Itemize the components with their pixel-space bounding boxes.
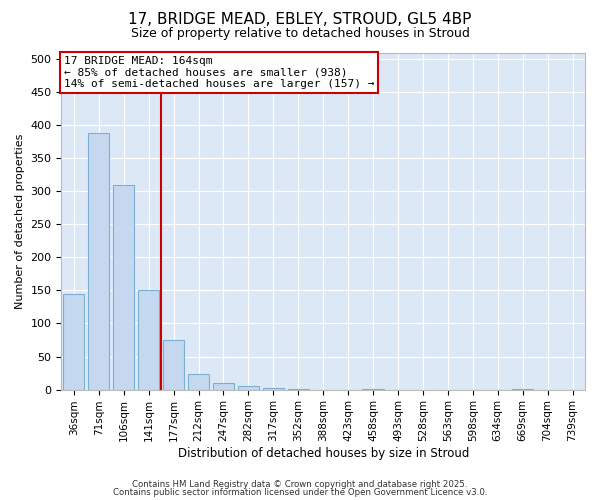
Bar: [138, 290, 159, 390]
Bar: [88, 133, 109, 390]
Bar: [238, 386, 259, 390]
Y-axis label: Number of detached properties: Number of detached properties: [15, 134, 25, 308]
Bar: [163, 340, 184, 390]
Bar: [188, 374, 209, 390]
Bar: [213, 383, 234, 390]
Text: 17 BRIDGE MEAD: 164sqm
← 85% of detached houses are smaller (938)
14% of semi-de: 17 BRIDGE MEAD: 164sqm ← 85% of detached…: [64, 56, 374, 89]
Text: Contains public sector information licensed under the Open Government Licence v3: Contains public sector information licen…: [113, 488, 487, 497]
Bar: [512, 389, 533, 390]
X-axis label: Distribution of detached houses by size in Stroud: Distribution of detached houses by size …: [178, 447, 469, 460]
Bar: [263, 388, 284, 390]
Text: Size of property relative to detached houses in Stroud: Size of property relative to detached ho…: [131, 28, 469, 40]
Bar: [287, 389, 309, 390]
Text: Contains HM Land Registry data © Crown copyright and database right 2025.: Contains HM Land Registry data © Crown c…: [132, 480, 468, 489]
Bar: [113, 184, 134, 390]
Text: 17, BRIDGE MEAD, EBLEY, STROUD, GL5 4BP: 17, BRIDGE MEAD, EBLEY, STROUD, GL5 4BP: [128, 12, 472, 28]
Bar: [362, 389, 383, 390]
Bar: [63, 294, 85, 390]
